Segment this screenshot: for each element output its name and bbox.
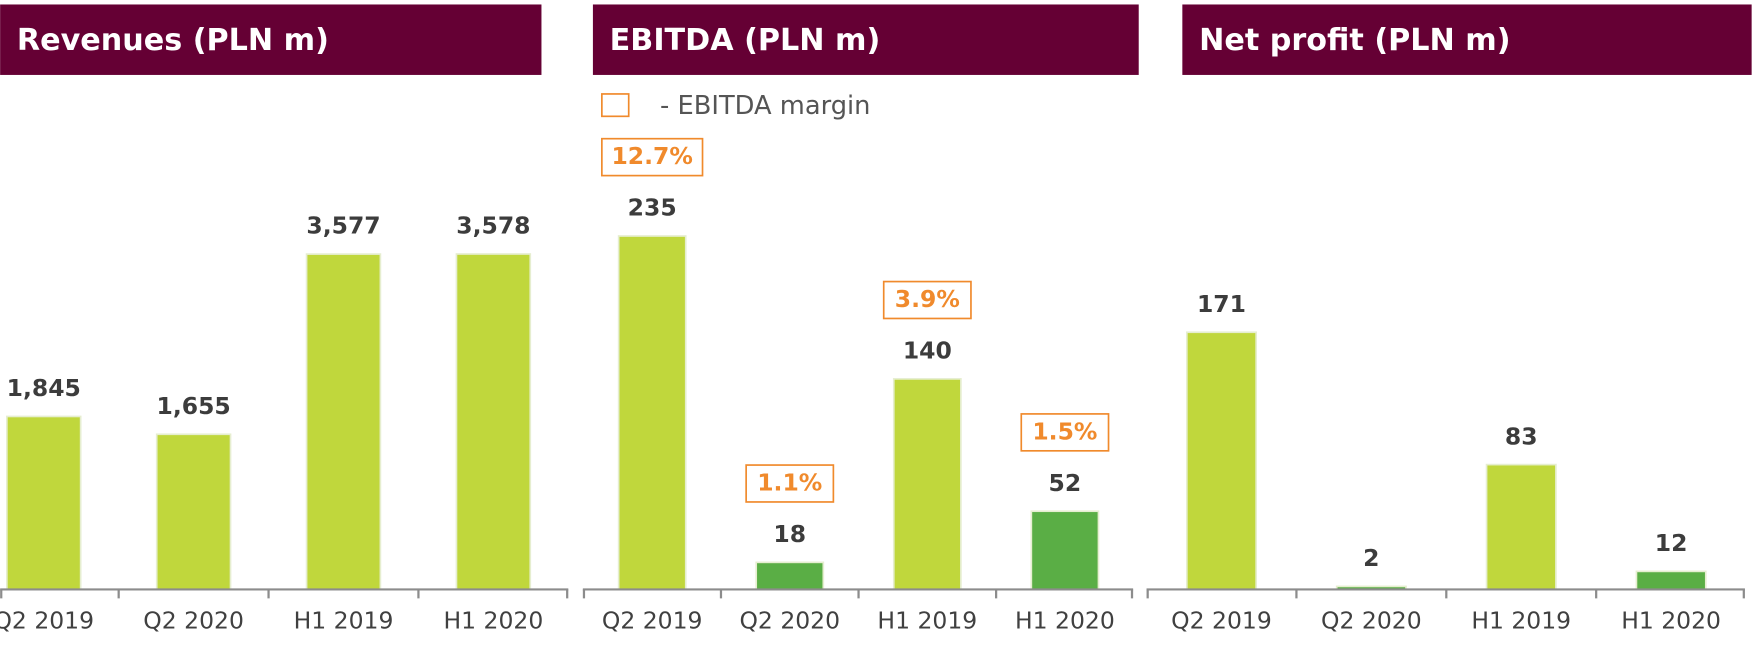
x-tick-label: Q2 2019 [1171, 606, 1272, 634]
x-tick-label: Q2 2019 [0, 606, 94, 634]
title-bar [592, 4, 1139, 75]
margin-box [745, 464, 835, 503]
x-tick-label: H1 2020 [1621, 606, 1721, 634]
margin-label: 1.5% [1032, 417, 1097, 445]
bar [1030, 510, 1100, 591]
x-tick-label: H1 2020 [443, 606, 543, 634]
bar [155, 433, 232, 591]
x-tick-label: Q2 2020 [1321, 606, 1422, 634]
chart-title: Net profit (PLN m) [1199, 23, 1510, 58]
title-bar [1182, 4, 1752, 75]
margin-label: 3.9% [895, 285, 960, 313]
x-tick-label: H1 2019 [294, 606, 394, 634]
value-label: 140 [903, 337, 952, 365]
value-label: 3,578 [456, 212, 530, 240]
value-label: 18 [773, 520, 806, 548]
margin-label: 12.7% [611, 142, 692, 170]
x-tick-label: Q2 2019 [602, 606, 703, 634]
margin-box [601, 137, 704, 177]
value-label: 171 [1197, 290, 1246, 318]
value-label: 1,655 [156, 392, 230, 420]
value-label: 2 [1363, 544, 1379, 572]
margin-box [1020, 413, 1110, 452]
x-tick-label: H1 2019 [1471, 606, 1571, 634]
chart-title: EBITDA (PLN m) [610, 23, 881, 58]
bar [5, 415, 82, 591]
bar [455, 253, 532, 591]
x-tick-label: H1 2020 [1015, 606, 1115, 634]
bar [305, 253, 382, 591]
legend-swatch [601, 93, 630, 118]
x-tick-label: Q2 2020 [739, 606, 840, 634]
value-label: 235 [628, 194, 677, 222]
bar [892, 378, 962, 591]
margin-box [882, 280, 972, 320]
value-label: 83 [1505, 422, 1538, 450]
bar [617, 235, 687, 591]
bar [1485, 463, 1557, 591]
bar [1635, 570, 1707, 591]
chart-title: Revenues (PLN m) [17, 23, 329, 58]
x-tick-label: Q2 2020 [143, 606, 244, 634]
x-tick-label: H1 2019 [877, 606, 977, 634]
bar [1185, 331, 1257, 591]
bar [755, 561, 825, 591]
margin-label: 1.1% [757, 469, 822, 497]
value-label: 12 [1655, 529, 1688, 557]
legend-label: - EBITDA margin [660, 91, 870, 121]
title-bar [0, 4, 542, 75]
value-label: 1,845 [7, 374, 81, 402]
value-label: 3,577 [306, 212, 380, 240]
value-label: 52 [1049, 469, 1082, 497]
